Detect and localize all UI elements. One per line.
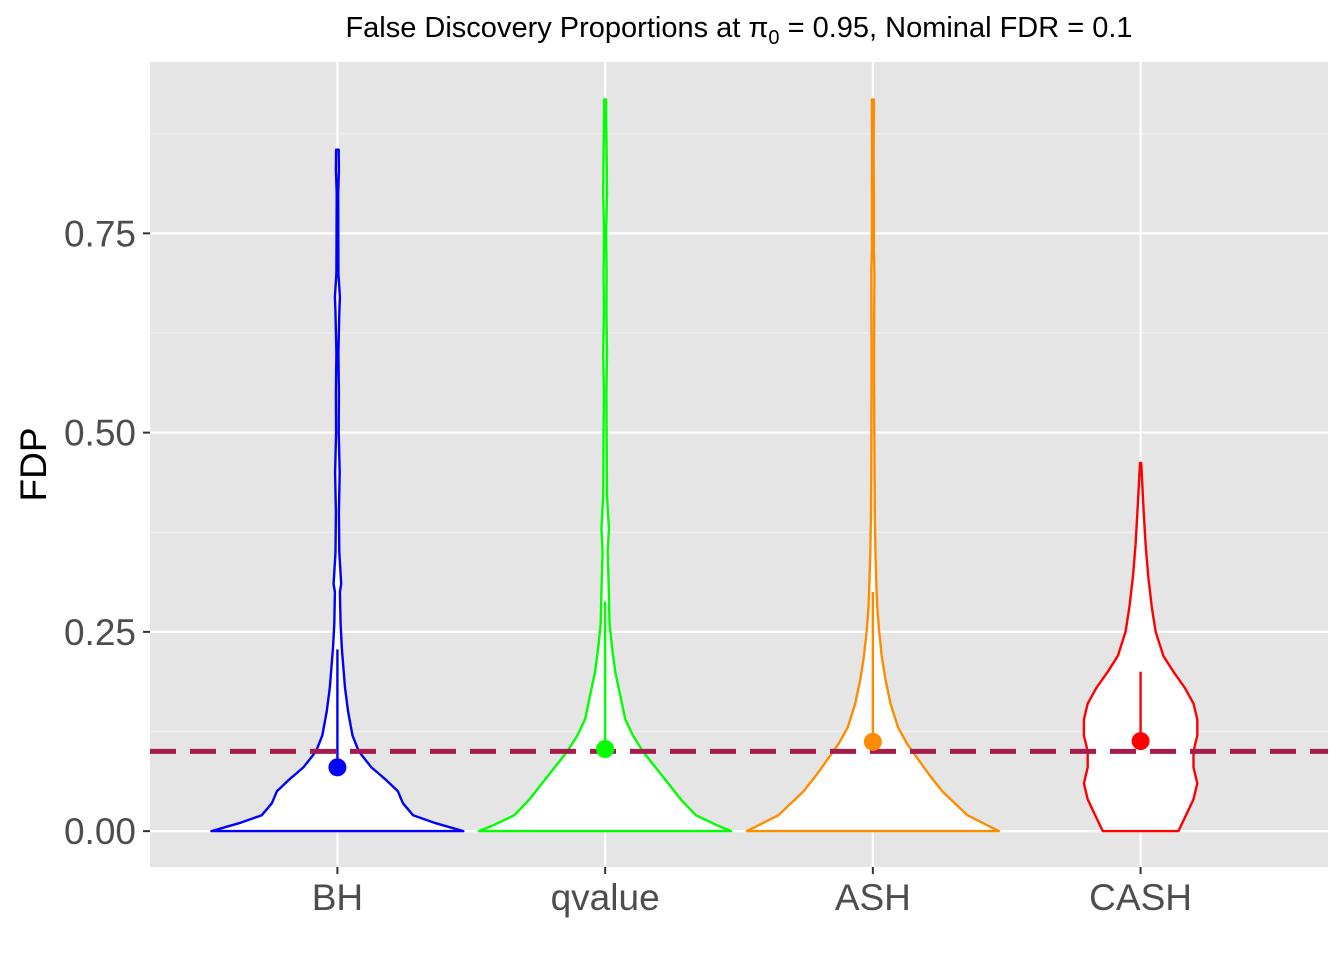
y-tick-label: 0.75 bbox=[64, 213, 136, 254]
y-tick-label: 0.25 bbox=[64, 612, 136, 653]
y-tick-label: 0.50 bbox=[64, 413, 136, 454]
mean-point-CASH bbox=[1131, 732, 1150, 751]
x-tick-label-CASH: CASH bbox=[1089, 877, 1192, 918]
chart-title: False Discovery Proportions at π0 = 0.95… bbox=[345, 12, 1133, 49]
mean-point-ASH bbox=[863, 732, 882, 751]
x-tick-label-qvalue: qvalue bbox=[551, 877, 660, 918]
violin-CASH bbox=[1082, 461, 1199, 833]
y-axis-title: FDP bbox=[13, 428, 54, 502]
y-tick-label: 0.00 bbox=[64, 811, 136, 852]
violin-ASH bbox=[745, 98, 1001, 833]
mean-point-BH bbox=[328, 758, 347, 777]
violin-BH bbox=[210, 148, 465, 833]
x-tick-label-ASH: ASH bbox=[835, 877, 911, 918]
x-tick-label-BH: BH bbox=[312, 877, 363, 918]
violin-qvalue bbox=[477, 98, 733, 833]
mean-point-qvalue bbox=[596, 740, 615, 759]
